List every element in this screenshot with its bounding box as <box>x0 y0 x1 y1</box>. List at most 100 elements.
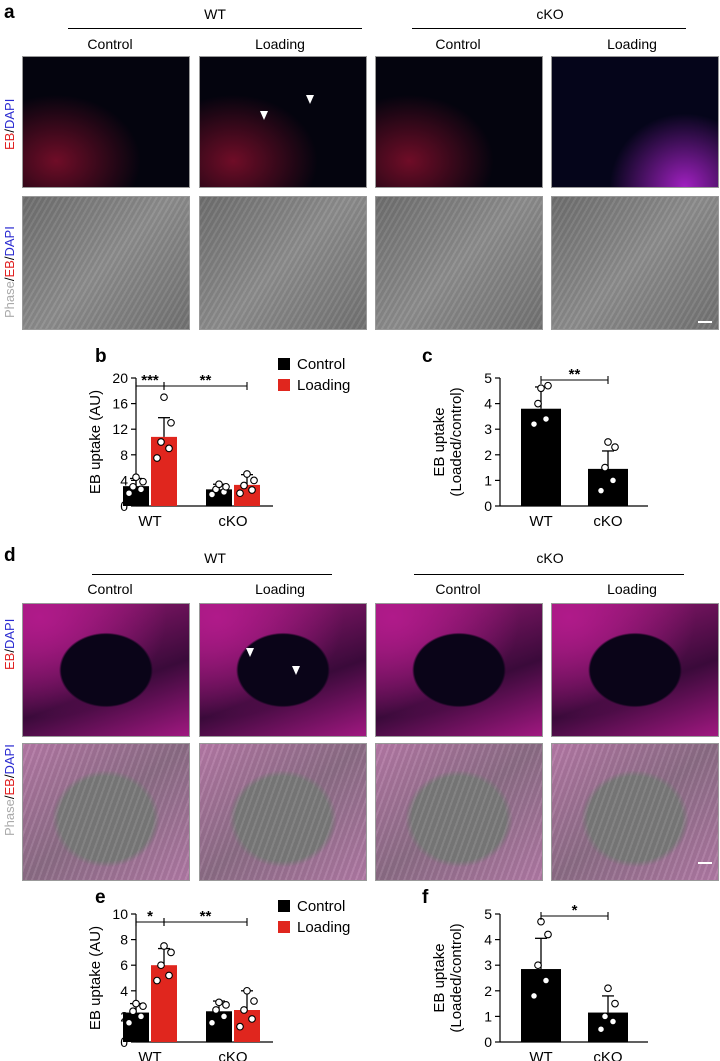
micrograph-cko-loading-phase <box>551 196 719 330</box>
legend-swatch <box>278 379 290 391</box>
group-header-wt-d: WT <box>204 550 226 566</box>
micrograph-cko-control-eb <box>375 603 543 737</box>
chart-c: c 0 1 2 3 4 5 EB uptake (Loaded/control) WT cKO ** <box>422 346 648 530</box>
chart-b: b048121620EB uptake (AU)WTcKOControlLoad… <box>87 346 350 530</box>
group-line-cko-a <box>412 28 686 29</box>
data-point <box>215 998 223 1007</box>
data-point <box>530 992 538 1000</box>
micrograph-wt-control-phase <box>22 743 190 881</box>
data-point <box>160 393 168 402</box>
data-point <box>236 1022 244 1031</box>
data-point <box>240 481 248 490</box>
scale-bar <box>698 321 712 323</box>
significance-label: * <box>572 902 578 919</box>
data-point <box>137 1012 145 1021</box>
legend-label: Loading <box>297 377 350 394</box>
data-point <box>611 999 619 1008</box>
data-point <box>530 420 538 428</box>
bar <box>521 969 561 1042</box>
micrograph-wt-loading-phase <box>199 196 367 330</box>
data-point <box>609 476 617 485</box>
bar-control <box>123 1012 149 1042</box>
data-point <box>597 1025 605 1034</box>
chart-f: f 0 1 2 3 4 5 EB uptake (Loaded/control) WT cKO * <box>422 887 648 1061</box>
y-tick-label: 12 <box>112 421 128 437</box>
data-point <box>165 444 173 453</box>
data-point <box>129 1007 137 1016</box>
data-point <box>222 1001 230 1009</box>
x-tick-label: WT <box>529 513 552 530</box>
condition-header: Control <box>435 36 481 52</box>
y-tick-label: 0 <box>484 1034 492 1050</box>
y-tick-label: 5 <box>484 906 492 922</box>
y-tick-label: 4 <box>120 983 128 999</box>
data-point <box>601 463 609 472</box>
data-point <box>542 976 550 985</box>
data-point <box>609 1017 617 1026</box>
data-point <box>604 438 612 446</box>
micrograph-wt-loading-phase <box>199 743 367 881</box>
data-point <box>544 381 552 390</box>
significance-label: ** <box>569 366 581 383</box>
y-tick-label: 3 <box>484 421 492 437</box>
x-tick-label: WT <box>138 1049 161 1061</box>
data-point <box>139 477 147 486</box>
x-tick-label: cKO <box>593 513 622 530</box>
data-point <box>597 486 605 495</box>
data-point <box>250 997 258 1005</box>
condition-header: Loading <box>607 36 657 52</box>
y-tick-label: 10 <box>112 906 128 922</box>
significance-label: ** <box>200 372 212 389</box>
group-header-wt-a: WT <box>204 6 226 22</box>
x-tick-label: cKO <box>218 513 247 530</box>
row-label-eb-dapi: EB/DAPI <box>2 618 17 670</box>
y-axis-label: EB uptake (AU) <box>87 390 104 494</box>
data-point <box>248 1015 256 1023</box>
y-tick-label: 3 <box>484 957 492 973</box>
data-point <box>167 948 175 957</box>
micrograph-wt-loading-eb <box>199 603 367 737</box>
panel-label-d: d <box>4 545 16 566</box>
group-line-cko-d <box>414 574 684 575</box>
condition-header: Control <box>87 36 133 52</box>
legend-label: Loading <box>297 919 350 936</box>
data-point <box>215 480 223 489</box>
row-label-phase-eb-dapi: Phase/EB/DAPI <box>2 744 17 836</box>
significance-label: * <box>147 908 153 925</box>
legend-label: Control <box>297 898 345 915</box>
row-label-eb-dapi: EB/DAPI <box>2 98 17 150</box>
group-header-cko-a: cKO <box>536 6 564 22</box>
y-tick-label: 1 <box>484 472 492 488</box>
micrograph-cko-control-phase <box>375 743 543 881</box>
x-tick-label: cKO <box>218 1049 247 1061</box>
y-tick-label: 2 <box>484 447 492 463</box>
micrograph-wt-control-eb <box>22 56 190 188</box>
y-axis-label: (Loaded/control) <box>448 923 465 1032</box>
row-label-phase-eb-dapi: Phase/EB/DAPI <box>2 226 17 318</box>
y-tick-label: 6 <box>120 957 128 973</box>
data-point <box>544 930 552 939</box>
data-point <box>243 986 251 995</box>
data-point <box>250 476 258 485</box>
y-tick-label: 8 <box>120 447 128 463</box>
data-point <box>132 473 140 482</box>
panel-label: b <box>95 346 107 367</box>
data-point <box>125 489 133 498</box>
panel-label: e <box>95 887 106 908</box>
y-axis-label: (Loaded/control) <box>448 387 465 496</box>
significance-label: *** <box>141 372 159 389</box>
data-point <box>137 485 145 494</box>
group-line-wt-a <box>68 28 362 29</box>
arrowhead-marker <box>292 666 300 675</box>
data-point <box>542 415 550 423</box>
group-header-cko-d: cKO <box>536 550 564 566</box>
micrograph-cko-control-phase <box>375 196 543 330</box>
data-point <box>165 971 173 980</box>
data-point <box>243 470 251 478</box>
data-point <box>153 454 161 462</box>
chart-e: e0246810EB uptake (AU)WTcKOControlLoadin… <box>87 887 350 1061</box>
bar <box>588 468 628 506</box>
micrograph-cko-control-eb <box>375 56 543 188</box>
bar-control <box>206 1011 232 1042</box>
x-tick-label: WT <box>138 513 161 530</box>
